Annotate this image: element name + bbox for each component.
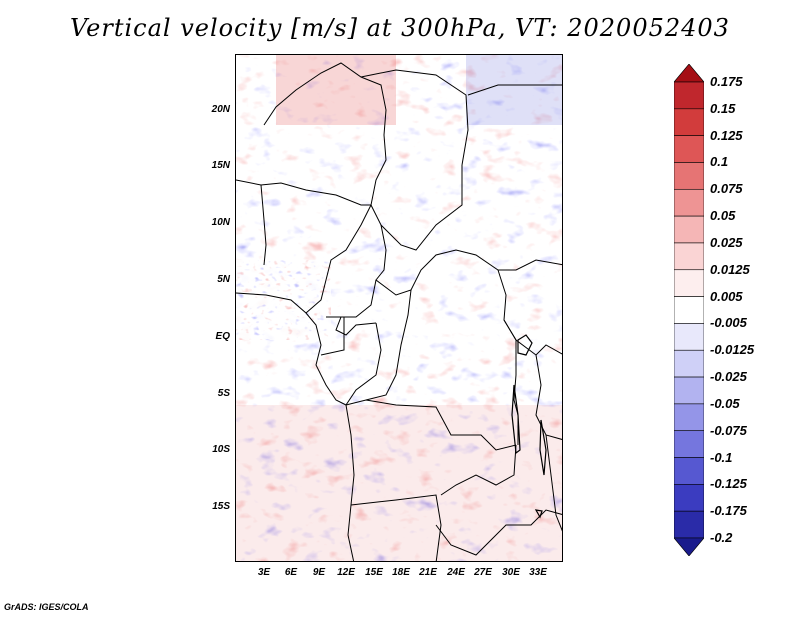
lat-label-10n: 10N [211,217,230,228]
lon-label-15e: 15E [365,567,383,578]
colorbar-bin [674,108,704,136]
lakes [511,334,547,519]
lon-label-12e: 12E [337,567,355,578]
border-chad [370,134,463,251]
lat-label-5s: 5S [217,388,230,399]
colorbar-bin [674,349,704,378]
border-zambia-drc [440,444,517,496]
colorbar-label: -0.075 [710,422,747,438]
border-nigeria-cameroon [305,204,372,314]
border-equatorial-guinea-gabon [320,316,345,356]
lon-label-21e: 21E [419,567,437,578]
colorbar-bin [674,323,704,351]
colorbar-bin [674,135,704,163]
coastline-west-africa [236,292,347,406]
border-chad-north [360,69,469,166]
page-title: Vertical velocity [m/s] at 300hPa, VT: 2… [70,14,730,42]
border-tanzania [535,354,562,440]
colorbar-label: 0.075 [710,181,743,197]
border-zambia-zimbabwe [435,509,562,556]
colorbar-bin [674,430,704,458]
lake-kariba [534,509,543,519]
lat-label-15s: 15S [212,501,230,512]
colorbar-label: -0.2 [710,530,733,545]
border-niger [263,62,387,136]
lat-label-10s: 10S [212,444,230,455]
lon-label-33e: 33E [529,567,547,578]
border-gabon-congo [345,322,382,406]
colorbar-label: -0.125 [710,476,747,492]
colorbar-bin [674,403,704,432]
border-angola-zambia [350,494,442,561]
border-malawi-mozambique [545,434,562,532]
lat-label-15n: 15N [211,160,230,171]
colorbar-label: 0.125 [710,127,743,143]
southern-warm-band [236,405,562,561]
colorbar-label: -0.175 [710,503,747,519]
colorbar-label: 0.025 [710,234,743,250]
colorbar-label: 0.15 [710,100,736,116]
colorbar-bin [674,510,704,539]
lake-tanganyika [511,384,521,455]
colorbar-label: 0.1 [710,154,729,170]
border-libya-sudan [467,84,562,96]
colorbar-bin [674,457,704,485]
lat-label-eq: EQ [215,331,230,342]
colorbar-bin [674,64,704,83]
lon-label-27e: 27E [474,567,492,578]
colorbar [674,64,704,556]
lon-label-3e: 3E [257,567,271,578]
border-cameroon-congo [335,279,377,336]
colorbar-label: 0.005 [710,288,743,304]
border-benin-nigeria [260,184,267,266]
colorbar-label: 0.0125 [710,261,750,277]
lat-label-5n: 5N [217,274,230,285]
border-car-sudan [375,224,562,296]
colorbar-bin [674,188,704,217]
lon-label-6e: 6E [284,567,298,578]
lon-label-24e: 24E [447,567,465,578]
colorbar-bin [674,537,704,556]
border-angola-drc [345,399,517,451]
velocity-field-map [236,55,562,561]
northeast-cool-band [466,55,562,125]
colorbar-label: 0.05 [710,208,736,224]
colorbar-label: 0.175 [710,74,743,89]
colorbar-bin [674,269,704,297]
colorbar-bin [674,376,704,405]
colorbar-label: -0.1 [710,449,733,465]
colorbar-bin [674,162,704,190]
border-angola-west [345,404,355,561]
colorbar-label: -0.025 [710,369,747,385]
colorbar-label: -0.0125 [710,342,755,358]
country-borders [236,62,562,561]
colorbar-bin [674,242,704,271]
lake-victoria [517,334,533,356]
lat-label-20n: 20N [211,104,230,115]
colorbar-label: -0.05 [710,395,740,411]
lon-label-9e: 9E [312,567,326,578]
gulf-of-guinea-detail [236,260,331,340]
lake-malawi [539,419,547,476]
grads-credit: GrADS: IGES/COLA [4,602,89,612]
lon-label-18e: 18E [392,567,410,578]
colorbar-bin [674,296,704,324]
lon-label-30e: 30E [502,567,520,578]
colorbar-bin [674,81,704,110]
colorbar-bin [674,484,704,512]
colorbar-label: -0.005 [710,315,747,331]
border-congo-drc [365,289,412,401]
map-plot-area[interactable] [235,54,563,562]
colorbar-bin [674,215,704,244]
